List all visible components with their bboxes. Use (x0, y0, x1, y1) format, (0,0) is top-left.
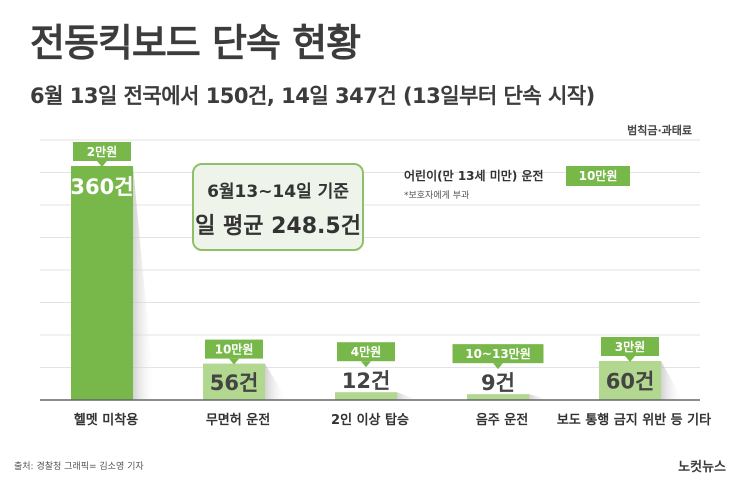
bar-shadow (661, 361, 683, 400)
bar-shadow (529, 394, 551, 400)
fine-tag-label: 2만원 (87, 144, 117, 159)
fine-tag-label: 4만원 (351, 344, 381, 359)
average-callout: 6월13~14일 기준 일 평균 248.5건 (192, 163, 364, 251)
fine-tag (601, 337, 659, 356)
category-label: 음주 운전 (476, 412, 528, 428)
fine-tag (452, 344, 544, 364)
fine-tag-pointer (97, 161, 107, 167)
average-callout-period: 6월13~14일 기준 (207, 182, 349, 202)
bar-value-label: 9건 (481, 371, 515, 395)
bar-shadow (397, 392, 419, 400)
fine-tag-pointer (229, 358, 239, 365)
bar-value-label: 60건 (606, 370, 655, 394)
child-driving-fine-tag: 10만원 (566, 166, 630, 186)
fine-tag-pointer (361, 361, 371, 368)
bar-value-label: 360건 (70, 175, 133, 199)
fine-tag-pointer (493, 363, 503, 370)
child-driving-note: 어린이(만 13세 미만) 운전 (404, 169, 544, 183)
fine-unit-label: 범칙금·과태료 (627, 124, 692, 137)
average-callout-value: 일 평균 248.5건 (195, 214, 361, 239)
bar-value-label: 56건 (210, 371, 259, 395)
category-label: 2인 이상 탑승 (331, 412, 409, 428)
bar-value-label: 12건 (342, 369, 391, 393)
bar (599, 361, 661, 400)
fine-tag-label: 10만원 (215, 342, 254, 357)
source-credit: 출처: 경찰청 그래픽= 김소영 기자 (14, 462, 144, 472)
bar (203, 363, 265, 400)
bar-shadow (265, 363, 287, 400)
bar (335, 392, 397, 400)
bar (71, 166, 133, 400)
fine-tag-pointer (625, 356, 635, 362)
fine-tag (205, 339, 263, 359)
category-label: 보도 통행 금지 위반 등 기타 (557, 412, 711, 428)
fine-tag (337, 342, 395, 362)
bar-shadow (133, 166, 155, 400)
category-label: 헬멧 미착용 (74, 412, 138, 428)
chart-subtitle: 6월 13일 전국에서 150건, 14일 347건 (13일부터 단속 시작) (30, 84, 595, 108)
category-label: 무면허 운전 (206, 412, 270, 428)
fine-tag-label: 10~13만원 (465, 346, 531, 361)
guardian-note: *보호자에게 부과 (404, 191, 470, 201)
fine-tag-label: 3만원 (615, 339, 645, 354)
chart-title: 전동킥보드 단속 현황 (30, 21, 361, 65)
bar (467, 394, 529, 400)
publisher-logo: 노컷뉴스 (678, 460, 726, 475)
fine-tag (73, 142, 131, 161)
